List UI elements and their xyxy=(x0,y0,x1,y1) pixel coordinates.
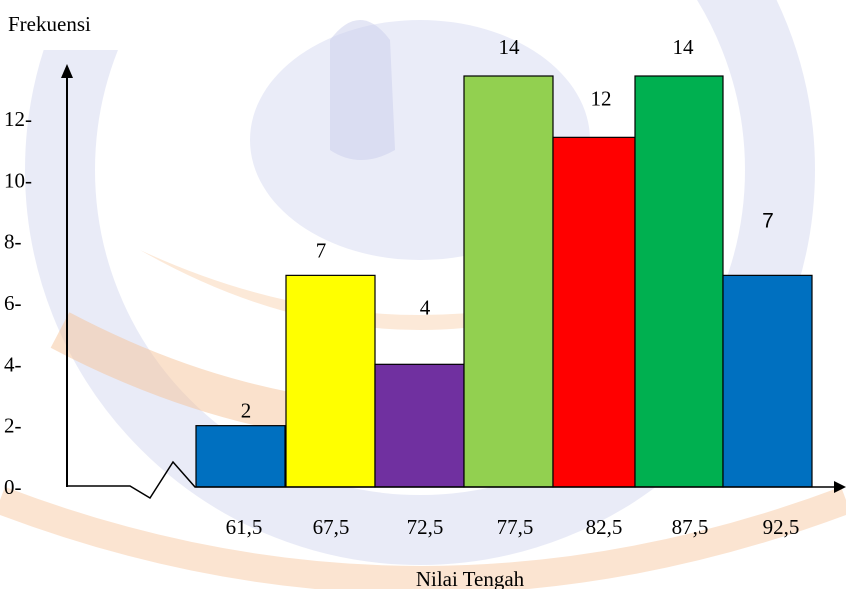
y-axis-arrow xyxy=(61,64,73,78)
x-axis-label: Nilai Tengah xyxy=(416,567,525,589)
y-tick-label: 0- xyxy=(4,475,22,499)
y-tick-label: 8- xyxy=(4,230,22,254)
x-tick-label: 72,5 xyxy=(407,515,444,539)
x-tick-label: 92,5 xyxy=(763,515,800,539)
data-label-7: 7 xyxy=(762,209,774,232)
data-label-3: 4 xyxy=(420,295,431,319)
x-tick-label: 82,5 xyxy=(586,515,623,539)
data-label-2: 7 xyxy=(316,238,327,262)
data-label-5: 12 xyxy=(591,86,612,110)
ylabel-background xyxy=(0,0,285,50)
bar-2 xyxy=(285,274,376,488)
data-labels-group: 2 7 4 14 12 14 7 xyxy=(241,35,774,423)
data-label-4: 14 xyxy=(499,35,521,59)
data-label-6: 14 xyxy=(673,35,695,59)
bar-1 xyxy=(195,425,286,488)
x-tick-label: 61,5 xyxy=(226,515,263,539)
bar-5 xyxy=(552,136,636,488)
bars-group xyxy=(195,75,813,488)
bar-4 xyxy=(463,75,554,488)
bar-3 xyxy=(374,363,465,488)
y-axis-label: Frekuensi xyxy=(8,12,91,36)
x-tick-label: 77,5 xyxy=(497,515,534,539)
bar-7 xyxy=(722,274,813,488)
bar-6 xyxy=(634,75,724,488)
y-tick-labels: 0- 2- 4- 6- 8- 10- 12- xyxy=(4,107,32,499)
y-tick-label: 6- xyxy=(4,291,22,315)
y-tick-label: 4- xyxy=(4,352,22,376)
data-label-1: 2 xyxy=(241,399,252,423)
y-tick-label: 10- xyxy=(4,168,32,192)
x-axis-line xyxy=(67,460,840,500)
x-tick-label: 87,5 xyxy=(672,515,709,539)
y-tick-label: 2- xyxy=(4,414,22,438)
y-tick-label: 12- xyxy=(4,107,32,131)
x-axis-arrow xyxy=(834,481,846,493)
x-tick-label: 67,5 xyxy=(313,515,350,539)
x-tick-labels: 61,5 67,5 72,5 77,5 82,5 87,5 92,5 xyxy=(226,515,800,539)
